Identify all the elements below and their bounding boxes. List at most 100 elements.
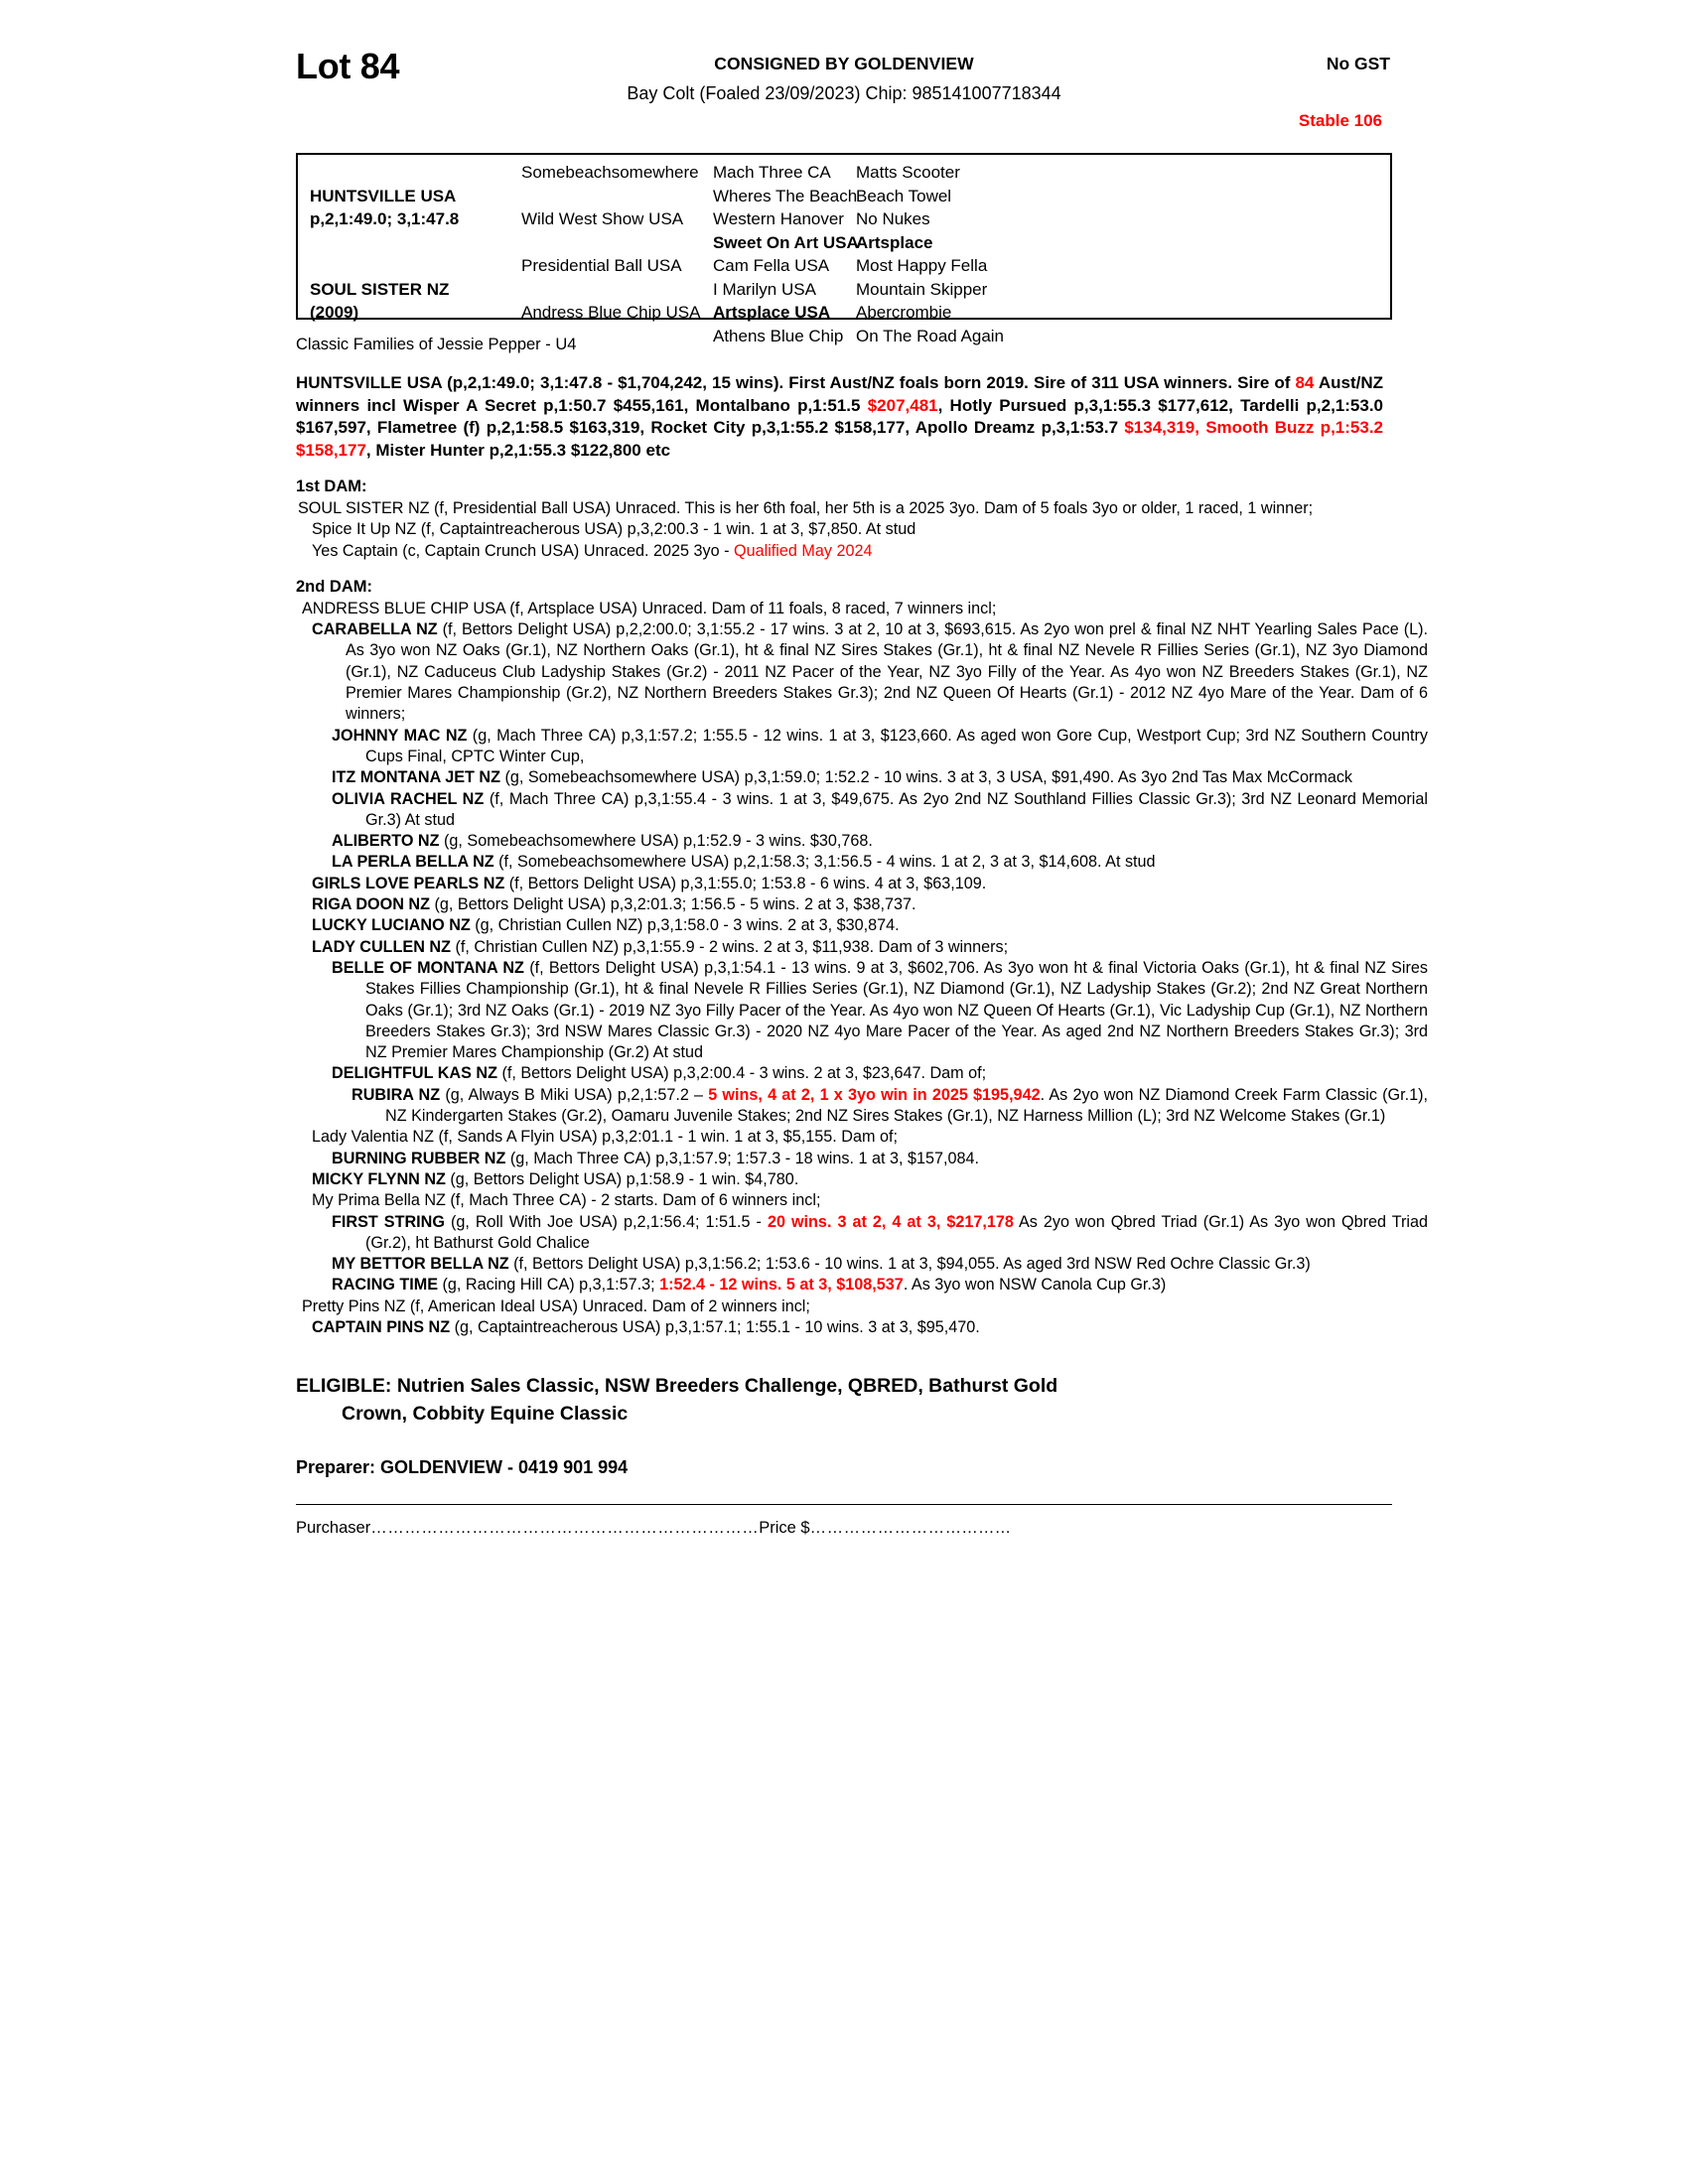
progeny-carabella: CARABELLA NZ (f, Bettors Delight USA) p,… [312,619,1432,725]
pedigree-gen4-item: Most Happy Fella [856,256,988,275]
first-dam-line: SOUL SISTER NZ (f, Presidential Ball USA… [298,499,1314,517]
progeny-name: ALIBERTO NZ [332,832,440,851]
yes-captain-text: Yes Captain (c, Captain Crunch USA) Unra… [312,541,734,560]
eligible-line-1: ELIGIBLE: Nutrien Sales Classic, NSW Bre… [296,1375,1058,1398]
sire-highlight-earnings-1: $207,481 [867,395,938,415]
sire-summary-seg1: HUNTSVILLE USA (p,2,1:49.0; 3,1:47.8 - $… [296,373,1296,392]
sire-summary-paragraph: HUNTSVILLE USA (p,2,1:49.0; 3,1:47.8 - $… [296,372,1383,462]
eligible-line-2: Crown, Cobbity Equine Classic [342,1403,629,1426]
lot-number: Lot 84 [296,46,400,86]
progeny-name: MICKY FLYNN NZ [312,1169,446,1188]
first-dam-progeny-yes-captain: Yes Captain (c, Captain Crunch USA) Unra… [312,541,1398,562]
progeny-body-seg1: (g, Racing Hill CA) p,3,1:57.3; [438,1276,660,1295]
progeny-riga-doon: RIGA DOON NZ (g, Bettors Delight USA) p,… [312,894,1432,915]
purchaser-line: Purchaser……………………………………………………………Price $…… [296,1504,1392,1538]
sire-summary-seg4: , Mister Hunter p,2,1:55.3 $122,800 etc [365,440,671,460]
progeny-la-perla-bella: LA PERLA BELLA NZ (f, Somebeachsomewhere… [332,852,1432,873]
pedigree-col-gen2: Somebeachsomewhere Wild West Show USA Pr… [521,161,715,325]
family-line: Classic Families of Jessie Pepper - U4 [296,336,577,353]
progeny-body: (f, Bettors Delight USA) p,3,1:56.2; 1:5… [508,1255,1311,1274]
racing-time-highlight-record: 1:52.4 - 12 wins. 5 at 3, $108,537 [659,1276,904,1295]
pedigree-gen3-item: Wheres The Beach [713,186,858,205]
pedigree-gen2-item: Andress Blue Chip USA [521,303,701,322]
progeny-lady-valentia: Lady Valentia NZ (f, Sands A Flyin USA) … [312,1128,898,1147]
progeny-body-seg2: . As 2yo won NZ Diamond Creek Farm Class… [385,1085,1428,1126]
pedigree-col-parents: HUNTSVILLE USA p,2,1:49.0; 3,1:47.8 SOUL… [310,161,523,325]
pedigree-gen4-item: No Nukes [856,209,930,228]
progeny-racing-time: RACING TIME (g, Racing Hill CA) p,3,1:57… [332,1275,1432,1296]
progeny-name: LA PERLA BELLA NZ [332,853,494,872]
progeny-body: (f, Mach Three CA) p,3,1:55.4 - 3 wins. … [365,789,1428,829]
progeny-name: RUBIRA NZ [352,1085,441,1104]
progeny-body: (g, Mach Three CA) p,3,1:57.9; 1:57.3 - … [505,1149,979,1167]
progeny-captain-pins: CAPTAIN PINS NZ (g, Captaintreacherous U… [312,1317,1432,1338]
progeny-burning-rubber: BURNING RUBBER NZ (g, Mach Three CA) p,3… [332,1149,1432,1169]
sire-name: HUNTSVILLE USA [310,186,457,205]
progeny-belle-of-montana: BELLE OF MONTANA NZ (f, Bettors Delight … [332,958,1432,1063]
progeny-name: ITZ MONTANA JET NZ [332,768,500,787]
progeny-body: (g, Bettors Delight USA) p,1:58.9 - 1 wi… [445,1169,799,1188]
pedigree-gen4-item: Artsplace [856,232,933,252]
progeny-body: (f, Bettors Delight USA) p,3,1:54.1 - 13… [365,958,1428,1062]
progeny-rubira: RUBIRA NZ (g, Always B Miki USA) p,2,1:5… [352,1085,1432,1128]
pedigree-gen2-item: Somebeachsomewhere [521,163,699,182]
progeny-body: (g, Somebeachsomewhere USA) p,3,1:59.0; … [499,768,1353,787]
progeny-body-seg2: As 2yo won Qbred Triad (Gr.1) As 3yo won… [365,1212,1428,1252]
progeny-body: (f, Bettors Delight USA) p,3,2:00.4 - 3 … [496,1064,987,1083]
progeny-body: (g, Mach Three CA) p,3,1:57.2; 1:55.5 - … [365,726,1428,765]
progeny-itz-montana-jet: ITZ MONTANA JET NZ (g, Somebeachsomewher… [332,767,1432,788]
progeny-body: (f, Bettors Delight USA) p,3,1:55.0; 1:5… [504,874,987,892]
progeny-body: (f, Somebeachsomewhere USA) p,2,1:58.3; … [493,853,1156,872]
page-header: Lot 84 CONSIGNED BY GOLDENVIEW No GST Ba… [288,40,1400,139]
sire-winners-count: 84 [1295,373,1315,392]
dam-name: SOUL SISTER NZ [310,279,450,299]
purchaser-dots: …………………………………………………………… [370,1519,760,1538]
progeny-body-seg1: (g, Roll With Joe USA) p,2,1:56.4; 1:51.… [444,1212,768,1231]
first-string-highlight-record: 20 wins. 3 at 2, 4 at 3, $217,178 [767,1212,1014,1231]
progeny-body: (f, Bettors Delight USA) p,2,2:00.0; 3,1… [346,620,1428,724]
price-dots-secondary: ………… [944,1519,1012,1538]
pedigree-gen3-item: Artsplace USA [713,303,831,322]
pedigree-gen3-item: Sweet On Art USA [713,232,859,252]
pedigree-gen3-item: I Marilyn USA [713,279,816,299]
second-dam-intro: ANDRESS BLUE CHIP USA (f, Artsplace USA)… [302,599,997,617]
progeny-micky-flynn: MICKY FLYNN NZ (g, Bettors Delight USA) … [312,1169,1432,1190]
progeny-first-string: FIRST STRING (g, Roll With Joe USA) p,2,… [332,1212,1432,1255]
first-dam-heading: 1st DAM: [296,478,367,495]
pedigree-gen4-item: Abercrombie [856,303,952,322]
sire-record: p,2,1:49.0; 3,1:47.8 [310,209,460,228]
stable-badge: Stable 106 [1298,111,1382,130]
progeny-body-seg2: . As 3yo won NSW Canola Cup Gr.3) [903,1276,1167,1295]
progeny-body: (g, Christian Cullen NZ) p,3,1:58.0 - 3 … [470,916,900,935]
pedigree-gen3-item: Athens Blue Chip [713,326,844,345]
progeny-name: GIRLS LOVE PEARLS NZ [312,874,505,892]
pedigree-gen4-item: Mountain Skipper [856,279,988,299]
rubira-highlight-record: 5 wins, 4 at 2, 1 x 3yo win in 2025 $195… [708,1085,1041,1104]
progeny-name: CARABELLA NZ [312,620,438,639]
pedigree-gen3-item: Mach Three CA [713,163,831,182]
progeny-name: CAPTAIN PINS NZ [312,1317,451,1336]
progeny-body: (f, Christian Cullen NZ) p,3,1:55.9 - 2 … [451,937,1009,956]
pedigree-col-gen3: Mach Three CA Wheres The Beach Western H… [713,161,860,347]
price-label: Price $ [759,1519,810,1538]
progeny-lady-cullen: LADY CULLEN NZ (f, Christian Cullen NZ) … [312,937,1432,958]
progeny-olivia-rachel: OLIVIA RACHEL NZ (f, Mach Three CA) p,3,… [332,789,1432,832]
pedigree-gen3-item: Western Hanover [713,209,844,228]
page-sheet: Lot 84 CONSIGNED BY GOLDENVIEW No GST Ba… [288,40,1428,1538]
progeny-delightful-kas: DELIGHTFUL KAS NZ (f, Bettors Delight US… [332,1063,1432,1084]
progeny-name: DELIGHTFUL KAS NZ [332,1064,497,1083]
progeny-aliberto: ALIBERTO NZ (g, Somebeachsomewhere USA) … [332,831,1432,852]
pedigree-col-gen4: Matts Scooter Beach Towel No Nukes Artsp… [856,161,1025,347]
price-dots: …………………… [809,1519,945,1538]
pedigree-gen4-item: Beach Towel [856,186,952,205]
eligible-block: ELIGIBLE: Nutrien Sales Classic, NSW Bre… [296,1372,1309,1428]
sire-summary-seg2: Aust/NZ winners incl Wisper A Secret p,1… [296,373,1383,415]
progeny-body: (g, Somebeachsomewhere USA) p,1:52.9 - 3… [439,832,873,851]
sire-summary-seg3: , Hotly Pursued p,3,1:55.3 $177,612, Tar… [296,395,1383,438]
second-dam-heading: 2nd DAM: [296,577,372,596]
progeny-johnny-mac: JOHNNY MAC NZ (g, Mach Three CA) p,3,1:5… [332,726,1432,768]
progeny-girls-love-pearls: GIRLS LOVE PEARLS NZ (f, Bettors Delight… [312,874,1432,894]
gst-status: No GST [1326,54,1390,73]
progeny-name: LUCKY LUCIANO NZ [312,916,471,935]
